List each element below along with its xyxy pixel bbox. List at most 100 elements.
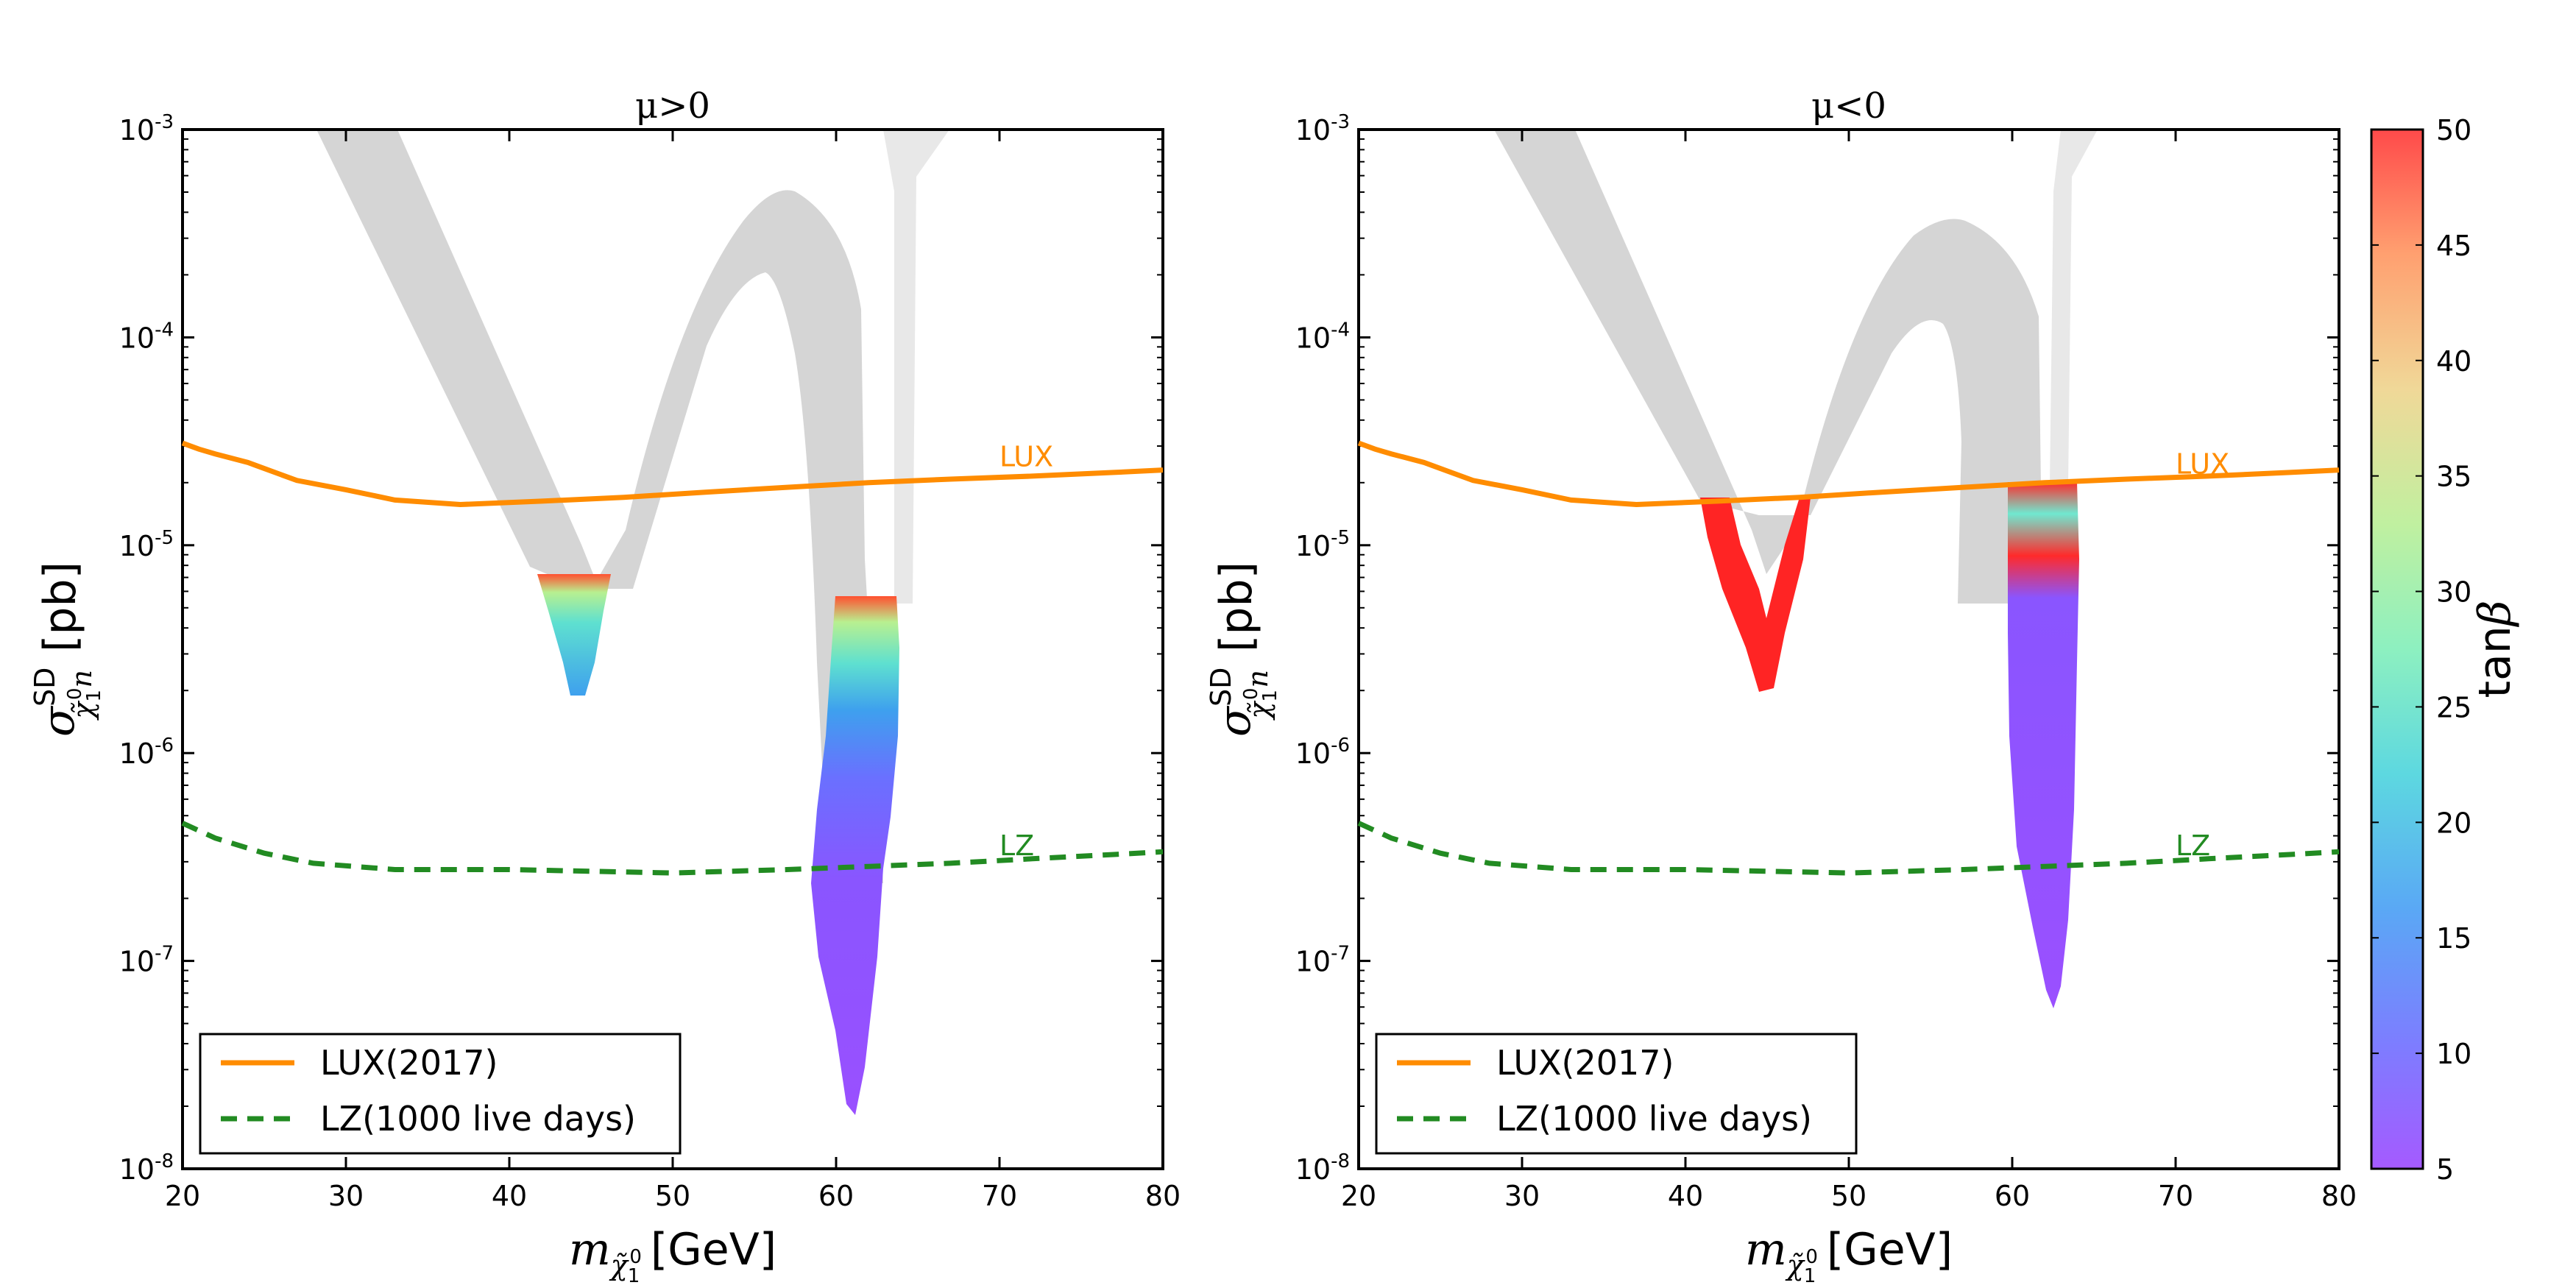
legend-label-lux-left: LUX(2017) xyxy=(320,1043,498,1083)
y-tick-base: 10 xyxy=(119,322,155,354)
y-tick-exp: -7 xyxy=(1331,943,1350,965)
x-tick-label: 60 xyxy=(818,1180,854,1212)
legend-label-lux-right: LUX(2017) xyxy=(1496,1043,1674,1083)
y-tick-label: 10-5 xyxy=(119,527,174,562)
lz-annotation-left: LZ xyxy=(999,829,1034,862)
y-tick-base: 10 xyxy=(119,946,155,978)
legend-box-left xyxy=(199,1033,682,1155)
y-tick-label: 10-4 xyxy=(119,319,174,354)
z-funnel-left xyxy=(537,574,611,696)
y-tick-exp: -3 xyxy=(155,111,174,133)
scan-points-left xyxy=(316,130,949,1115)
y-tick-base: 10 xyxy=(119,1153,155,1186)
y-tick-base: 10 xyxy=(1295,737,1331,770)
y-tick-label: 10-6 xyxy=(1295,735,1350,770)
z-funnel-right xyxy=(1700,498,1811,692)
y-tick-exp: -7 xyxy=(155,943,174,965)
x-axis-label-left: mχ̃10 [GeV] xyxy=(569,1224,776,1287)
x-tick-label: 30 xyxy=(328,1180,364,1212)
y-tick-exp: -6 xyxy=(1331,735,1350,757)
y-tick-exp: -4 xyxy=(1331,319,1350,341)
y-tick-exp: -5 xyxy=(1331,527,1350,549)
y-tick-label: 10-7 xyxy=(119,943,174,978)
y-tick-exp: -8 xyxy=(1331,1150,1350,1172)
x-tick-label: 40 xyxy=(492,1180,527,1212)
y-tick-base: 10 xyxy=(1295,530,1331,562)
x-tick-label: 30 xyxy=(1504,1180,1540,1212)
y-tick-exp: -8 xyxy=(155,1150,174,1172)
x-tick-label: 20 xyxy=(1341,1180,1376,1212)
colorbar-label: tanβ xyxy=(2469,600,2521,698)
legend-left: LUX(2017) LZ(1000 live days) xyxy=(199,1033,682,1155)
legend-box-right xyxy=(1375,1033,1858,1155)
y-tick-label: 10-8 xyxy=(1295,1150,1350,1186)
plot-frame-right xyxy=(1357,128,2340,1170)
colorbar-tick-label: 40 xyxy=(2436,345,2471,378)
lux-line-right xyxy=(1357,440,2340,508)
y-axis-label-left: σSDχ̃10n[pb] xyxy=(29,562,105,737)
legend-right: LUX(2017) LZ(1000 live days) xyxy=(1375,1033,1858,1155)
y-tick-label: 10-5 xyxy=(1295,527,1350,562)
x-tick-label: 20 xyxy=(165,1180,200,1212)
colorbar-tick-label: 10 xyxy=(2436,1038,2471,1070)
colorbar-tick-label: 15 xyxy=(2436,922,2471,955)
colorbar-tick-label: 45 xyxy=(2436,230,2471,262)
plot-frame-left xyxy=(181,128,1164,1170)
x-tick-label: 60 xyxy=(1995,1180,2030,1212)
y-tick-base: 10 xyxy=(1295,1153,1331,1186)
grey-spike-right xyxy=(2050,130,2098,486)
y-tick-base: 10 xyxy=(119,114,155,146)
grey-spike-left xyxy=(883,130,949,604)
lux-annotation-right: LUX xyxy=(2176,447,2229,480)
y-tick-label: 10-4 xyxy=(1295,319,1350,354)
x-tick-label: 70 xyxy=(2158,1180,2193,1212)
x-tick-label: 80 xyxy=(2321,1180,2357,1212)
x-tick-label: 50 xyxy=(1831,1180,1866,1212)
colorbar-ticks: 5 10 15 20 25 30 35 40 45 50 xyxy=(2371,114,2471,1186)
y-tick-base: 10 xyxy=(1295,114,1331,146)
colorbar-tick-label: 35 xyxy=(2436,461,2471,493)
lux-annotation-left: LUX xyxy=(999,441,1053,473)
chart-title-left: μ>0 xyxy=(635,85,710,127)
colorbar-tick-label: 20 xyxy=(2436,807,2471,839)
grey-band-left xyxy=(316,130,883,883)
x-tick-label: 40 xyxy=(1668,1180,1703,1212)
y-tick-label: 10-3 xyxy=(1295,111,1350,146)
scan-points-right xyxy=(1494,130,2098,1008)
colorbar-tick-label: 5 xyxy=(2436,1153,2454,1186)
x-tick-label: 70 xyxy=(982,1180,1017,1212)
y-tick-base: 10 xyxy=(1295,946,1331,978)
lz-line-left xyxy=(181,821,1164,876)
h-funnel-left xyxy=(811,596,899,1115)
lz-line-right xyxy=(1357,821,2340,876)
legend-label-lz-left: LZ(1000 live days) xyxy=(320,1099,636,1139)
x-axis-label-right: mχ̃10 [GeV] xyxy=(1745,1224,1953,1287)
y-tick-base: 10 xyxy=(1295,322,1331,354)
legend-label-lz-right: LZ(1000 live days) xyxy=(1496,1099,1812,1139)
y-tick-label: 10-8 xyxy=(119,1150,174,1186)
y-tick-base: 10 xyxy=(119,530,155,562)
colorbar: 5 10 15 20 25 30 35 40 45 50 tanβ xyxy=(2370,114,2521,1186)
y-tick-exp: -4 xyxy=(155,319,174,341)
y-tick-base: 10 xyxy=(119,737,155,770)
chart-title-right: μ<0 xyxy=(1811,85,1886,127)
y-tick-label: 10-7 xyxy=(1295,943,1350,978)
colorbar-tick-label: 25 xyxy=(2436,691,2471,723)
y-tick-label: 10-3 xyxy=(119,111,174,146)
grey-band-right xyxy=(1494,130,2042,604)
x-tick-label: 50 xyxy=(655,1180,690,1212)
colorbar-tick-label: 50 xyxy=(2436,114,2471,146)
lux-line-left xyxy=(181,440,1164,508)
colorbar-gradient xyxy=(2370,128,2424,1170)
lz-annotation-right: LZ xyxy=(2176,829,2210,862)
x-tick-label: 80 xyxy=(1145,1180,1181,1212)
y-tick-label: 10-6 xyxy=(119,735,174,770)
h-funnel-right xyxy=(2008,482,2079,1008)
y-tick-exp: -3 xyxy=(1331,111,1350,133)
y-axis-label-right: σSDχ̃10n[pb] xyxy=(1205,562,1281,737)
